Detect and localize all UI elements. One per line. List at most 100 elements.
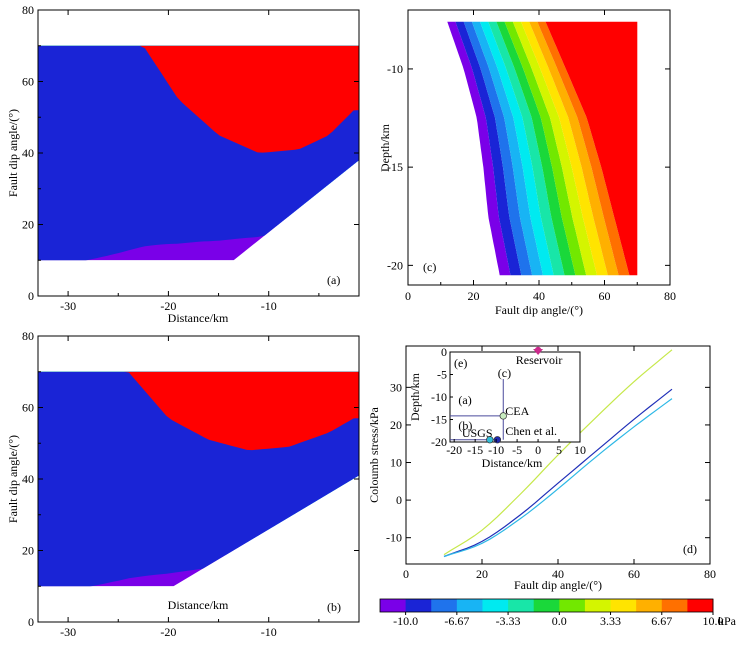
x-tick-label-a: -10 — [261, 299, 277, 313]
contour-band-c — [496, 21, 576, 276]
x-tick-label-c: 80 — [664, 289, 676, 303]
colorbar-tick-label: 0.0 — [552, 614, 567, 628]
contour-band-c — [455, 21, 522, 276]
x-axis-label-c: Fault dip angle/(°) — [495, 303, 583, 317]
y-axis-label-d: Coloumb stress/kPa — [367, 406, 381, 502]
axis-ticks-a: -30 -20 -10 0 20 40 60 80 — [22, 3, 359, 313]
colorbar-tick-label: -3.33 — [496, 614, 521, 628]
contour-band-c — [480, 21, 554, 276]
panel-c: 0 20 40 60 80 -10 -15 -20 Fault dip angle/(°) D… — [378, 9, 676, 317]
reservoir-label: Reservoir — [516, 353, 563, 367]
x-tick-label-a: -30 — [60, 299, 76, 313]
y-tick-label-a: 60 — [22, 75, 34, 89]
axis-ticks-c: 0 20 40 60 80 -10 -15 -20 — [387, 10, 676, 303]
contour-band-c — [521, 21, 608, 276]
colorbar-cell — [456, 599, 483, 612]
colorbar: -10.0 -6.67 -3.33 0.0 3.33 6.67 10.0 kPa — [379, 598, 737, 628]
x-tick-label-c: 0 — [405, 289, 411, 303]
x-tick-label-c: 40 — [533, 289, 545, 303]
colorbar-cell — [687, 599, 714, 612]
colorbar-cell — [380, 599, 407, 612]
y-axis-label-a: Fault dip angle/(°) — [6, 109, 20, 197]
y-tick-label-c: -20 — [387, 258, 403, 272]
x-tick-label-d: 20 — [476, 567, 488, 581]
x-axis-label-b: Distance/km — [168, 598, 229, 612]
panel-label-d: (d) — [683, 542, 697, 556]
x-tick-label-b: -10 — [261, 625, 277, 639]
bands-b — [38, 371, 359, 587]
y-tick-label-c: -10 — [387, 62, 403, 76]
x-tick-label-e: 5 — [556, 443, 562, 457]
colorbar-tick-label: 6.67 — [651, 614, 672, 628]
label-cea: CEA — [505, 404, 529, 418]
x-tick-label-a: -20 — [160, 299, 176, 313]
y-axis-label-b: Fault dip angle/(°) — [6, 435, 20, 523]
contour-band-c — [471, 21, 543, 276]
y-tick-label-e: 0 — [441, 345, 447, 359]
colorbar-cell — [661, 599, 688, 612]
series-line-a — [443, 388, 673, 558]
colorbar-cell — [431, 599, 458, 612]
x-axis-label-a: Distance/km — [168, 311, 229, 325]
colorbar-cell — [584, 599, 612, 612]
contour-fill-c — [447, 21, 638, 276]
y-tick-label-a: 80 — [22, 3, 34, 17]
panel-label-a: (a) — [327, 273, 340, 287]
y-axis-label-c: Depth/km — [378, 123, 392, 172]
y-tick-label-e: -5 — [437, 368, 447, 382]
axis-ticks-d: 0 20 40 60 80 -10 0 10 20 30 — [386, 346, 716, 581]
y-tick-label-d: 20 — [390, 418, 402, 432]
panel-b: -30 -20 -10 0 20 40 60 80 Distance/km Fault dip… — [6, 329, 360, 639]
x-tick-label-d: 60 — [628, 567, 640, 581]
x-tick-label-e: -10 — [488, 443, 504, 457]
reservoir-dot — [534, 346, 542, 354]
colorbar-cell — [636, 599, 663, 612]
contour-fill-b — [38, 371, 359, 587]
contour-band-c — [447, 21, 511, 276]
y-tick-label-b: 20 — [22, 544, 34, 558]
y-tick-label-b: 40 — [22, 472, 34, 486]
x-tick-label-c: 60 — [599, 289, 611, 303]
colorbar-cell — [405, 599, 432, 612]
x-tick-label-e: -5 — [512, 443, 522, 457]
colorbar-frame — [379, 598, 714, 613]
y-tick-label-e: -10 — [431, 390, 447, 404]
x-tick-label-d: 40 — [552, 567, 564, 581]
x-tick-label-e: -15 — [467, 443, 483, 457]
x-axis-label-d: Fault dip angle/(°) — [514, 578, 602, 592]
y-tick-label-a: 0 — [28, 289, 34, 303]
contour-band-red-a — [38, 45, 359, 153]
section-label-a: (a) — [458, 393, 471, 407]
plot-frame-e — [449, 351, 581, 443]
x-axis-label-e: Distance/km — [482, 456, 543, 470]
panel-label-b: (b) — [327, 600, 341, 614]
colorbar-cells — [380, 599, 714, 612]
bands-a — [38, 45, 359, 261]
colorbar-tick-label: 10.0 — [703, 614, 724, 628]
epicenter-cea — [499, 412, 507, 420]
y-tick-label-a: 40 — [22, 146, 34, 160]
contour-band-c — [545, 21, 638, 276]
colorbar-unit: kPa — [718, 614, 737, 628]
colorbar-cell — [482, 599, 509, 612]
line-series-d — [443, 349, 673, 558]
y-tick-label-b: 60 — [22, 401, 34, 415]
label-chen: Chen et al. — [505, 424, 557, 438]
y-tick-label-e: -20 — [431, 435, 447, 449]
colorbar-cell — [559, 599, 586, 612]
panel-e-inset: (a) (b) (c) Reservoir CEA USGS Chen et al. -20… — [408, 345, 586, 470]
x-tick-label-e: 10 — [574, 443, 586, 457]
contour-fill-a — [38, 45, 359, 261]
contour-band-c — [512, 21, 597, 276]
x-tick-label-b: -30 — [60, 625, 76, 639]
y-tick-label-d: -10 — [386, 531, 402, 545]
y-axis-label-e: Depth/km — [408, 372, 422, 421]
axis-ticks-e: -20 -15 -10 -5 0 5 10 0 -5 -10 -15 -20 — [431, 345, 586, 457]
panel-label-c: (c) — [423, 260, 436, 274]
epicenter-usgs — [486, 436, 494, 444]
x-tick-label-e: 0 — [535, 443, 541, 457]
series-line-c — [443, 349, 673, 556]
colorbar-ticks: -10.0 -6.67 -3.33 0.0 3.33 6.67 10.0 — [393, 612, 724, 628]
x-tick-label-c: 20 — [468, 289, 480, 303]
